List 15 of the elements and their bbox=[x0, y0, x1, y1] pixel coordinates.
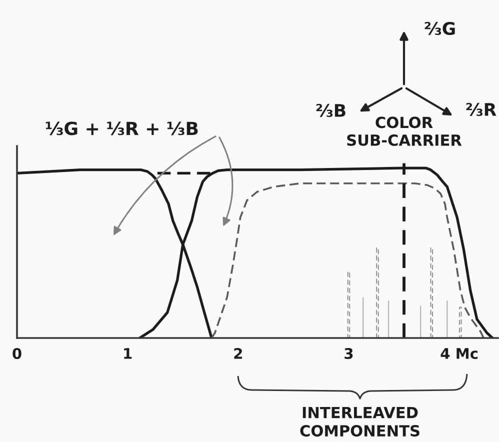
bar bbox=[347, 271, 350, 338]
x-tick-label: 4 Mc bbox=[440, 348, 478, 360]
text: INTERLEAVED COMPONENTS bbox=[300, 406, 420, 437]
x-tick-label: 0 bbox=[12, 348, 22, 360]
ref-line-label: COLOR SUB-CARRIER bbox=[347, 116, 462, 146]
x-tick-label: 2 bbox=[234, 348, 242, 359]
bar bbox=[459, 306, 462, 338]
text: ⅔G bbox=[424, 22, 455, 36]
text: ⅓G + ⅓R + ⅓B bbox=[46, 122, 198, 136]
x-tick-label: 3 bbox=[344, 348, 353, 360]
x-tick-label: 1 bbox=[124, 348, 132, 359]
text: ⅔R bbox=[466, 102, 496, 116]
text: ⅔B bbox=[316, 104, 346, 118]
bar bbox=[376, 247, 379, 338]
bar bbox=[430, 247, 434, 338]
